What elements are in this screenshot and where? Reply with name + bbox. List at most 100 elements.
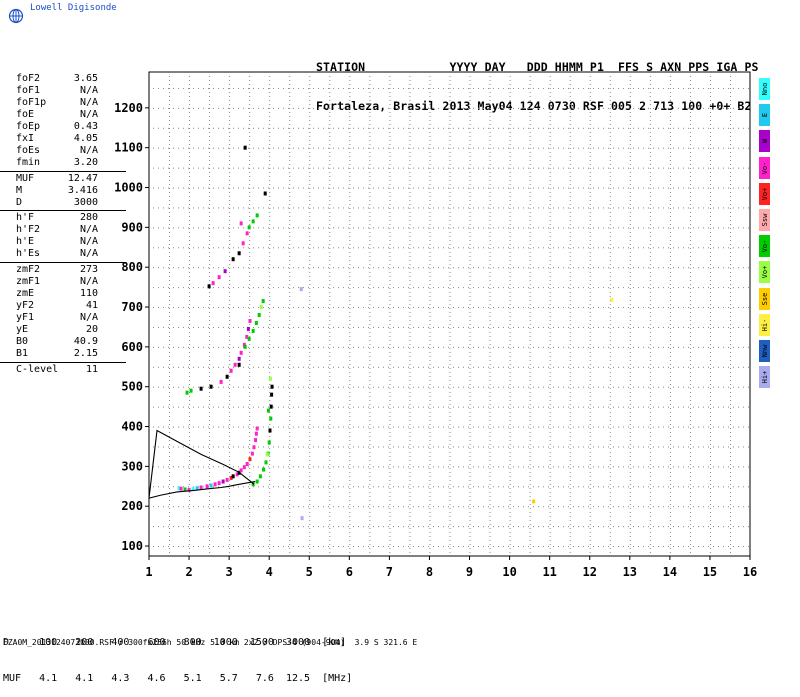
grid-dot [389, 148, 391, 149]
grid-dot [489, 492, 491, 493]
grid-dot [609, 188, 611, 189]
grid-dot [509, 532, 511, 533]
grid-dot [169, 496, 171, 497]
grid-dot [288, 386, 289, 388]
grid-dot [669, 344, 671, 345]
grid-dot [208, 366, 209, 368]
grid-dot [643, 426, 644, 428]
grid-dot [588, 506, 589, 508]
grid-dot [669, 104, 671, 105]
grid-dot [683, 486, 684, 488]
grid-dot [473, 426, 474, 428]
grid-dot [309, 92, 311, 93]
grid-dot [649, 456, 651, 457]
grid-dot [229, 520, 231, 521]
grid-dot [629, 244, 631, 245]
grid-dot [249, 540, 251, 541]
grid-dot [549, 112, 551, 113]
param-value: 3.65 [73, 73, 98, 84]
grid-dot [309, 348, 311, 349]
grid-dot [509, 200, 511, 201]
grid-dot [508, 346, 509, 348]
grid-dot [269, 160, 271, 161]
grid-dot [528, 406, 529, 408]
grid-dot [243, 506, 244, 508]
grid-dot [389, 488, 391, 489]
grid-dot [549, 408, 551, 409]
grid-dot [369, 420, 371, 421]
grid-dot [509, 228, 511, 229]
grid-dot [678, 466, 679, 468]
grid-dot [158, 446, 159, 448]
grid-dot [269, 116, 271, 117]
grid-dot [168, 486, 169, 488]
grid-dot [528, 366, 529, 368]
grid-dot [409, 256, 411, 257]
grid-dot [449, 480, 451, 481]
grid-dot [413, 326, 414, 328]
grid-dot [249, 128, 251, 129]
grid-dot [629, 156, 631, 157]
grid-dot [689, 152, 691, 153]
grid-dot [573, 526, 574, 528]
grid-dot [248, 406, 249, 408]
grid-dot [709, 400, 711, 401]
grid-dot [649, 464, 651, 465]
grid-dot [409, 552, 411, 553]
grid-dot [429, 504, 431, 505]
grid-dot [668, 366, 669, 368]
grid-dot [608, 526, 609, 528]
grid-dot [709, 220, 711, 221]
grid-dot [509, 252, 511, 253]
grid-dot [409, 200, 411, 201]
grid-dot [733, 546, 734, 548]
grid-dot [728, 426, 729, 428]
grid-dot [409, 240, 411, 241]
grid-dot [549, 472, 551, 473]
grid-dot [429, 436, 431, 437]
grid-dot [388, 366, 389, 368]
grid-dot [513, 546, 514, 548]
grid-dot [409, 548, 411, 549]
grid-dot [589, 160, 591, 161]
param-row: foF1p N/A [16, 97, 98, 109]
grid-dot [458, 506, 459, 508]
grid-dot [649, 536, 651, 537]
grid-dot [748, 406, 749, 408]
grid-dot [429, 284, 431, 285]
grid-dot [203, 406, 204, 408]
grid-dot [469, 196, 471, 197]
grid-dot [203, 426, 204, 428]
grid-dot [363, 526, 364, 528]
grid-dot [389, 404, 391, 405]
grid-dot [318, 426, 319, 428]
grid-dot [209, 156, 211, 157]
grid-dot [568, 526, 569, 528]
grid-dot [689, 240, 691, 241]
grid-dot [589, 76, 591, 77]
grid-dot [728, 506, 729, 508]
grid-dot [369, 228, 371, 229]
grid-dot [448, 446, 449, 448]
grid-dot [748, 486, 749, 488]
grid-dot [349, 520, 351, 521]
grid-dot [329, 352, 331, 353]
grid-dot [703, 546, 704, 548]
grid-dot [413, 346, 414, 348]
grid-dot [269, 132, 271, 133]
grid-dot [169, 268, 171, 269]
grid-dot [429, 144, 431, 145]
grid-dot [709, 376, 711, 377]
grid-dot [629, 264, 631, 265]
grid-dot [469, 488, 471, 489]
grid-dot [249, 424, 251, 425]
grid-dot [289, 224, 291, 225]
grid-dot [649, 136, 651, 137]
grid-dot [389, 248, 391, 249]
grid-dot [269, 312, 271, 313]
grid-dot [748, 386, 749, 388]
grid-dot [629, 376, 631, 377]
grid-dot [249, 404, 251, 405]
grid-dot [709, 436, 711, 437]
grid-dot [283, 346, 284, 348]
